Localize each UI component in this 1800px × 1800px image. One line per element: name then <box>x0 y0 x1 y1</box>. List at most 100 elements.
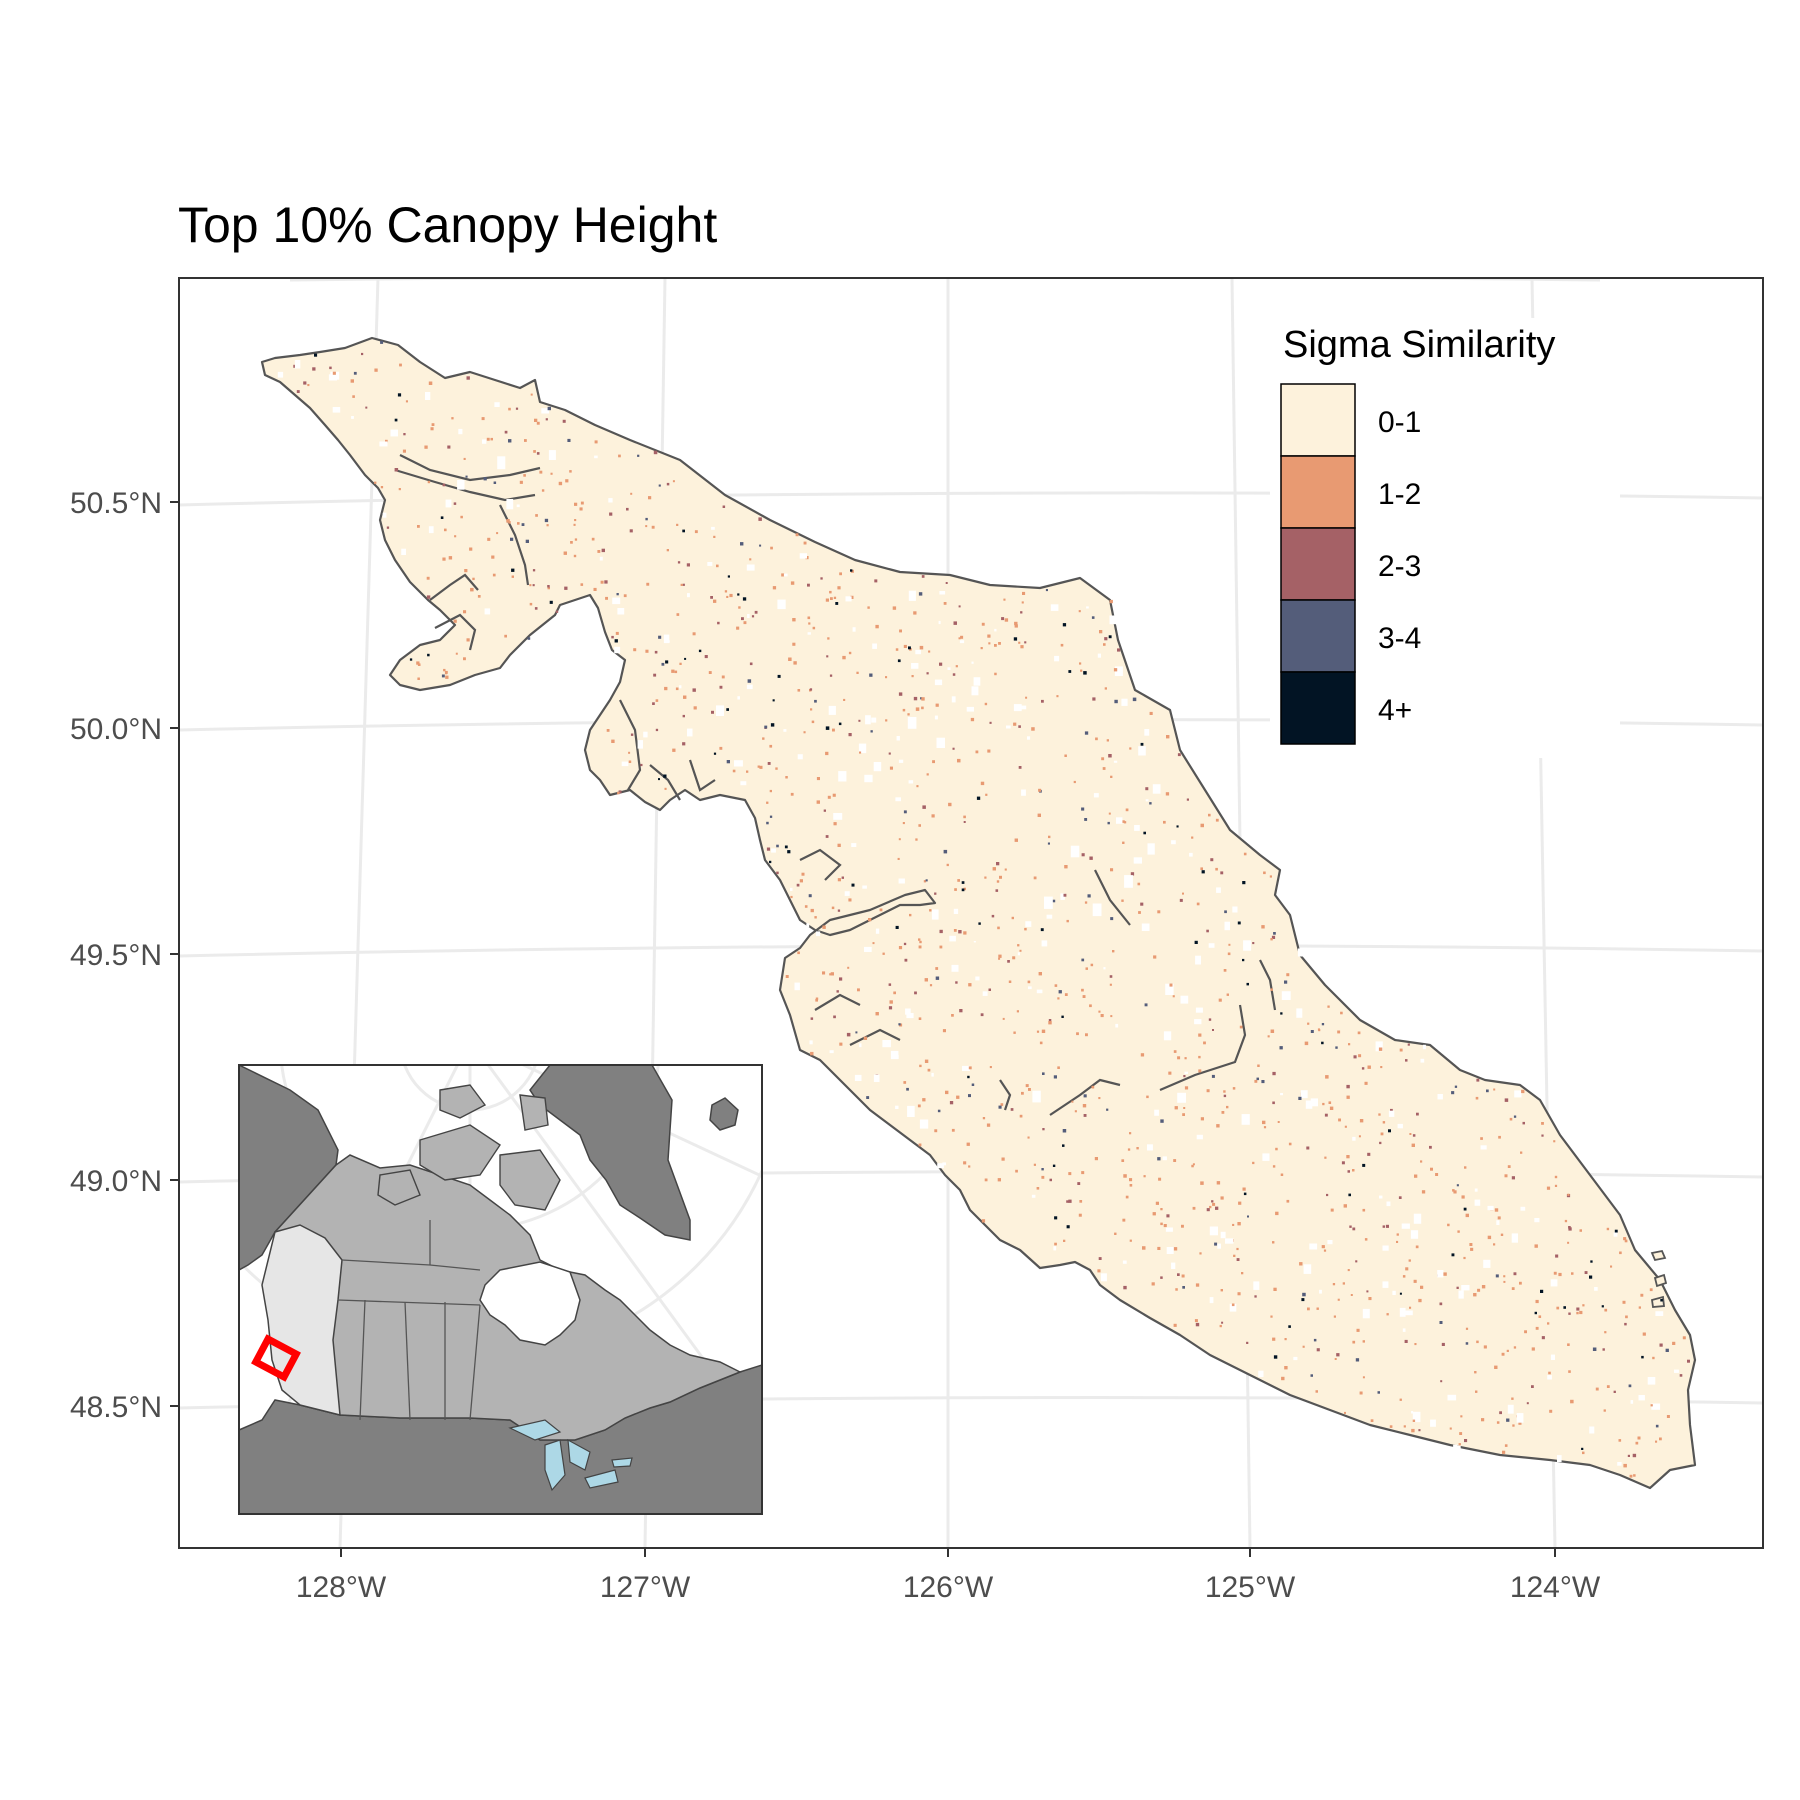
similarity-pixel <box>1016 1010 1019 1013</box>
similarity-pixel <box>927 1068 931 1072</box>
similarity-pixel <box>1622 1300 1626 1304</box>
similarity-pixel <box>918 945 922 949</box>
similarity-pixel <box>672 748 676 752</box>
inset-map <box>238 1064 763 1515</box>
similarity-pixel <box>1642 1332 1646 1336</box>
similarity-pixel <box>1501 1352 1505 1356</box>
similarity-pixel <box>888 752 891 755</box>
inset-province-borders <box>337 1220 481 1421</box>
similarity-pixel <box>687 728 693 737</box>
similarity-pixel <box>1437 1094 1443 1100</box>
similarity-pixel <box>1494 1208 1499 1212</box>
similarity-pixel <box>1054 1242 1057 1246</box>
similarity-pixel <box>1564 1219 1568 1223</box>
similarity-pixel <box>1079 662 1082 665</box>
similarity-pixel <box>1081 807 1085 811</box>
similarity-pixel <box>658 484 661 487</box>
similarity-pixel <box>792 618 796 622</box>
similarity-pixel <box>1191 1164 1194 1168</box>
similarity-pixel <box>890 1050 899 1060</box>
similarity-pixel <box>472 577 475 581</box>
similarity-pixel <box>859 751 862 754</box>
similarity-pixel <box>1216 1181 1221 1185</box>
similarity-pixel <box>548 450 556 460</box>
x-axis: 128°W 127°W 126°W 125°W 124°W <box>296 1548 1601 1604</box>
similarity-pixel <box>616 593 619 596</box>
similarity-pixel <box>618 454 621 458</box>
similarity-pixel <box>1461 1285 1470 1291</box>
similarity-pixel <box>790 581 795 585</box>
similarity-pixel <box>1168 1071 1172 1075</box>
similarity-pixel <box>1362 1308 1370 1319</box>
y-axis: 50.5°N 50.0°N 49.5°N 49.0°N 48.5°N <box>70 487 179 1424</box>
similarity-pixel <box>1504 1444 1508 1447</box>
similarity-pixel <box>1347 1269 1350 1272</box>
similarity-pixel <box>1198 1033 1202 1037</box>
similarity-pixel <box>530 393 533 396</box>
similarity-pixel <box>441 674 445 678</box>
similarity-pixel <box>574 538 578 541</box>
similarity-pixel <box>895 1105 899 1109</box>
similarity-pixel <box>1143 831 1146 835</box>
similarity-pixel <box>889 766 893 770</box>
similarity-pixel <box>1246 1341 1249 1344</box>
similarity-pixel <box>919 1064 922 1068</box>
similarity-pixel <box>807 632 811 635</box>
similarity-pixel <box>848 651 852 655</box>
similarity-pixel <box>732 769 736 773</box>
similarity-pixel <box>939 945 943 949</box>
similarity-pixel <box>665 660 669 664</box>
similarity-pixel <box>1301 1298 1305 1302</box>
inset-location-marker <box>251 1334 301 1382</box>
similarity-pixel <box>996 880 1000 883</box>
similarity-pixel <box>953 908 959 914</box>
similarity-pixel <box>445 675 449 679</box>
similarity-pixel <box>482 439 487 444</box>
similarity-pixel <box>1041 1175 1045 1179</box>
similarity-pixel <box>958 930 962 934</box>
similarity-pixel <box>536 452 540 455</box>
similarity-pixel <box>781 573 785 577</box>
similarity-pixel <box>866 1096 870 1099</box>
similarity-pixel <box>815 998 818 1002</box>
similarity-pixel <box>1480 1137 1483 1140</box>
similarity-pixel <box>918 938 921 941</box>
similarity-pixel <box>1179 898 1183 902</box>
similarity-pixel <box>1486 1089 1489 1093</box>
similarity-pixel <box>1353 1055 1357 1059</box>
similarity-pixel <box>1160 1208 1163 1211</box>
similarity-pixel <box>1401 1223 1410 1229</box>
similarity-pixel <box>1570 1399 1574 1404</box>
similarity-pixel <box>806 923 810 928</box>
similarity-pixel <box>829 590 832 594</box>
similarity-pixel <box>1404 1339 1408 1343</box>
similarity-pixel <box>1628 1384 1632 1388</box>
similarity-pixel <box>904 958 908 962</box>
similarity-pixel <box>862 885 867 889</box>
similarity-pixel <box>1547 1375 1552 1380</box>
similarity-pixel <box>1006 725 1011 729</box>
similarity-pixel <box>1443 1272 1447 1276</box>
similarity-pixel <box>766 821 769 825</box>
similarity-pixel <box>1553 1140 1556 1143</box>
legend-label: 1-2 <box>1378 478 1421 511</box>
similarity-pixel <box>1474 1199 1481 1206</box>
similarity-pixel <box>1321 1023 1325 1026</box>
similarity-pixel <box>722 505 726 508</box>
similarity-pixel <box>630 492 633 495</box>
similarity-pixel <box>1284 980 1288 984</box>
similarity-pixel <box>1355 1260 1358 1263</box>
similarity-pixel <box>680 583 683 586</box>
similarity-pixel <box>1053 1246 1057 1251</box>
similarity-pixel <box>1481 1418 1485 1422</box>
similarity-pixel <box>1275 1147 1278 1151</box>
similarity-pixel <box>935 967 939 970</box>
similarity-pixel <box>1196 1134 1203 1140</box>
similarity-pixel <box>401 548 406 555</box>
similarity-pixel <box>508 407 511 411</box>
similarity-pixel <box>1021 789 1026 796</box>
similarity-pixel <box>1044 896 1053 909</box>
similarity-pixel <box>1553 1271 1557 1275</box>
similarity-pixel <box>1243 1192 1247 1196</box>
similarity-pixel <box>1346 1084 1350 1089</box>
